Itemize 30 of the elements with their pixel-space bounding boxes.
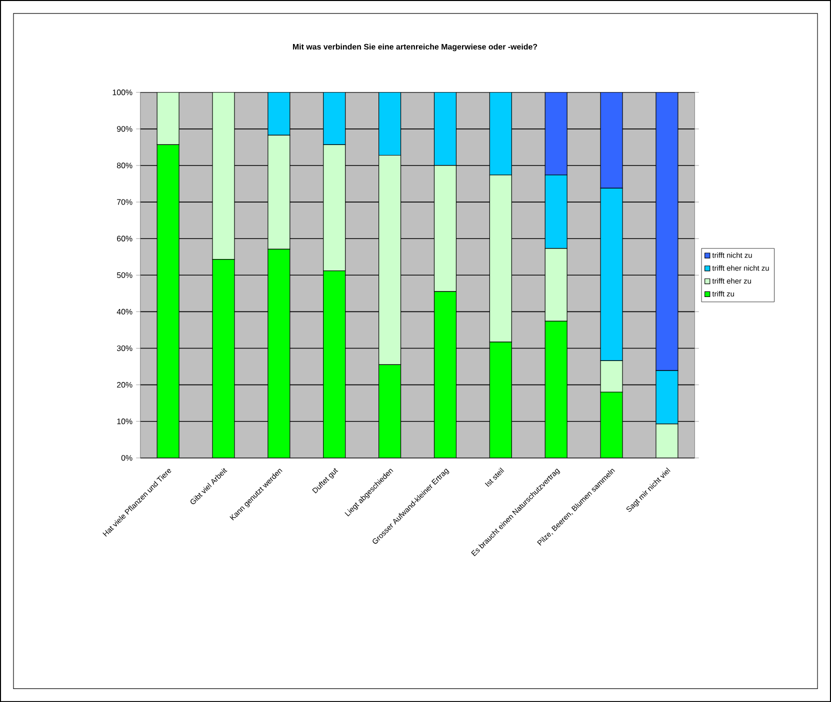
bar [156,92,180,145]
bar [212,92,235,260]
bar [544,320,568,458]
bar [600,188,623,361]
bar [378,154,402,365]
bar [544,248,568,322]
bar [656,92,678,371]
bar [434,291,457,458]
bar [323,144,346,272]
bar [600,92,623,188]
bar [544,92,568,176]
bar [489,92,512,176]
bar [323,92,346,145]
bar [600,360,623,392]
bar [212,259,235,458]
bar [434,92,457,166]
bar [268,134,290,250]
bar [544,174,568,249]
bar [434,165,457,292]
bar [156,144,180,458]
bar [378,92,402,156]
bar [489,174,512,342]
bar [600,392,623,458]
bar [656,424,678,458]
bar [268,92,290,136]
bar [378,364,402,458]
bar [656,370,678,424]
bar [489,342,512,458]
bar [323,270,346,458]
bar [268,248,290,458]
